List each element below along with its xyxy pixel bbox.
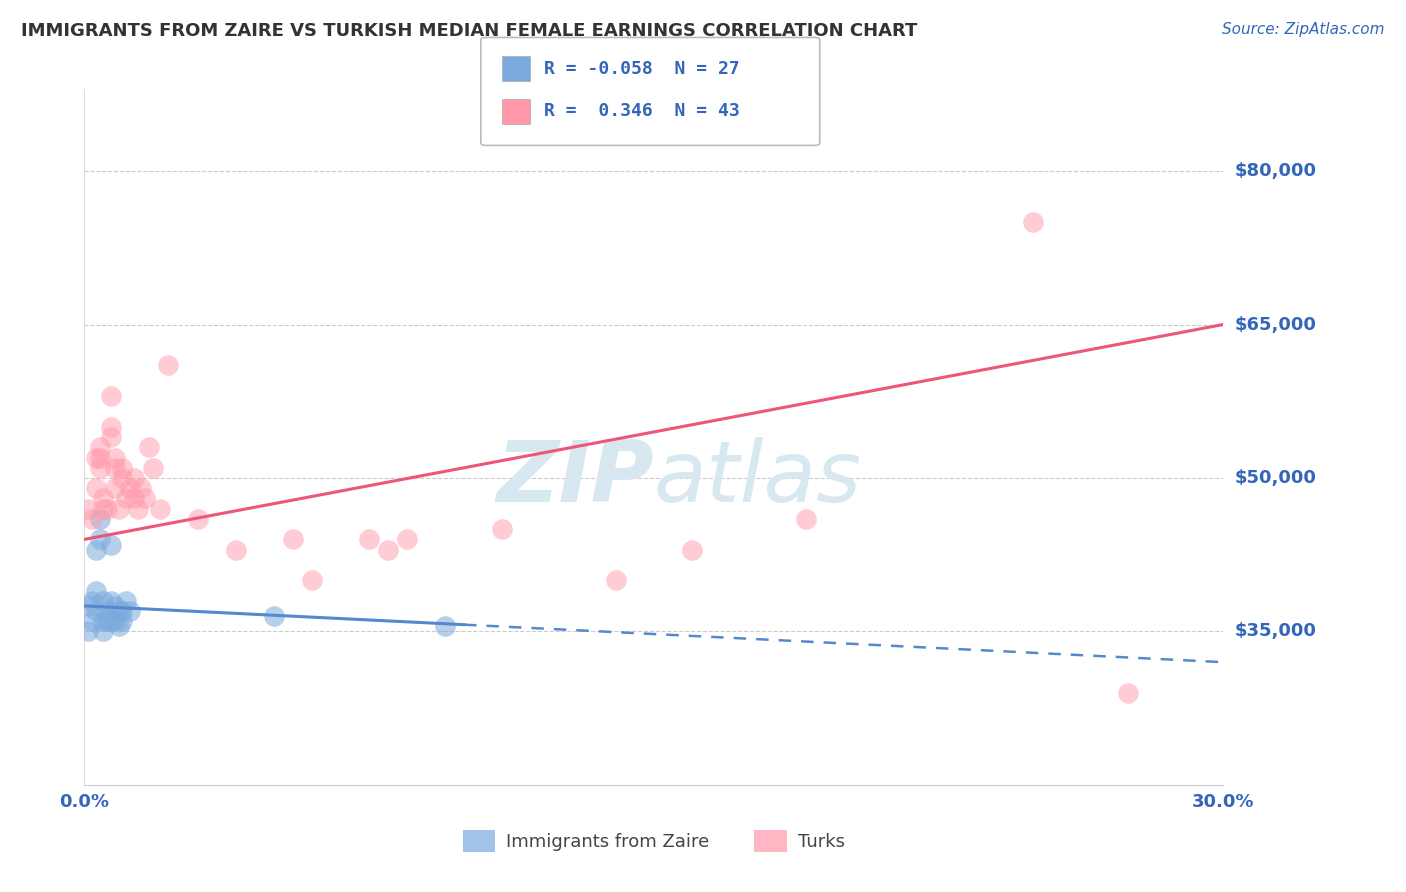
Text: R = -0.058  N = 27: R = -0.058 N = 27 (544, 60, 740, 78)
Point (111, 614, 134, 628)
Text: $80,000: $80,000 (1234, 162, 1316, 180)
Point (93, 491, 115, 506)
Point (377, 542, 399, 557)
Legend: Immigrants from Zaire, Turks: Immigrants from Zaire, Turks (456, 823, 852, 859)
Point (100, 389, 122, 403)
Point (263, 609, 285, 624)
Point (100, 420, 122, 434)
Point (111, 471, 134, 485)
Point (794, 512, 817, 526)
Point (104, 599, 127, 613)
Point (77, 501, 100, 516)
Point (131, 481, 153, 495)
Point (93, 594, 115, 608)
Point (104, 614, 127, 628)
Point (89, 533, 111, 547)
Text: $35,000: $35,000 (1234, 623, 1316, 640)
Point (301, 574, 323, 588)
Point (89, 450, 111, 465)
Point (89, 512, 111, 526)
Point (104, 481, 127, 495)
Point (77, 599, 100, 613)
Text: R =  0.346  N = 43: R = 0.346 N = 43 (544, 103, 740, 120)
Point (1118, 686, 1140, 700)
Point (96, 614, 118, 628)
Text: atlas: atlas (654, 437, 862, 520)
Point (84, 450, 107, 465)
Point (134, 491, 156, 506)
Point (359, 533, 381, 547)
Point (491, 522, 513, 536)
Point (118, 604, 141, 618)
Point (111, 604, 134, 618)
Text: IMMIGRANTS FROM ZAIRE VS TURKISH MEDIAN FEMALE EARNINGS CORRELATION CHART: IMMIGRANTS FROM ZAIRE VS TURKISH MEDIAN … (21, 22, 918, 40)
Point (115, 594, 138, 608)
Point (283, 533, 305, 547)
Point (156, 359, 179, 373)
Point (84, 604, 107, 618)
Text: Source: ZipAtlas.com: Source: ZipAtlas.com (1222, 22, 1385, 37)
Point (149, 501, 172, 516)
Point (104, 450, 127, 465)
Point (122, 471, 145, 485)
Point (89, 440, 111, 454)
Point (122, 491, 145, 506)
Point (80, 594, 103, 608)
Point (93, 614, 115, 628)
Point (115, 491, 138, 506)
Point (93, 501, 115, 516)
Point (107, 619, 129, 633)
Point (77, 624, 100, 639)
Text: $65,000: $65,000 (1234, 316, 1316, 334)
Point (80, 512, 103, 526)
Point (111, 460, 134, 475)
Point (142, 460, 165, 475)
Point (96, 604, 118, 618)
Point (681, 542, 703, 557)
Point (84, 481, 107, 495)
Point (107, 501, 129, 516)
Point (100, 614, 122, 628)
Point (100, 594, 122, 608)
Point (93, 624, 115, 639)
Point (118, 481, 141, 495)
Point (96, 501, 118, 516)
Point (104, 460, 127, 475)
Point (187, 512, 209, 526)
Point (84, 583, 107, 598)
Point (107, 604, 129, 618)
Text: $50,000: $50,000 (1234, 469, 1316, 487)
Point (84, 542, 107, 557)
Point (434, 619, 457, 633)
Text: ZIP: ZIP (496, 437, 654, 520)
Point (605, 574, 627, 588)
Point (225, 542, 247, 557)
Point (138, 440, 160, 454)
Point (80, 614, 103, 628)
Point (396, 533, 419, 547)
Point (89, 460, 111, 475)
Point (127, 501, 149, 516)
Point (100, 430, 122, 444)
Point (1022, 215, 1045, 229)
Point (100, 537, 122, 551)
